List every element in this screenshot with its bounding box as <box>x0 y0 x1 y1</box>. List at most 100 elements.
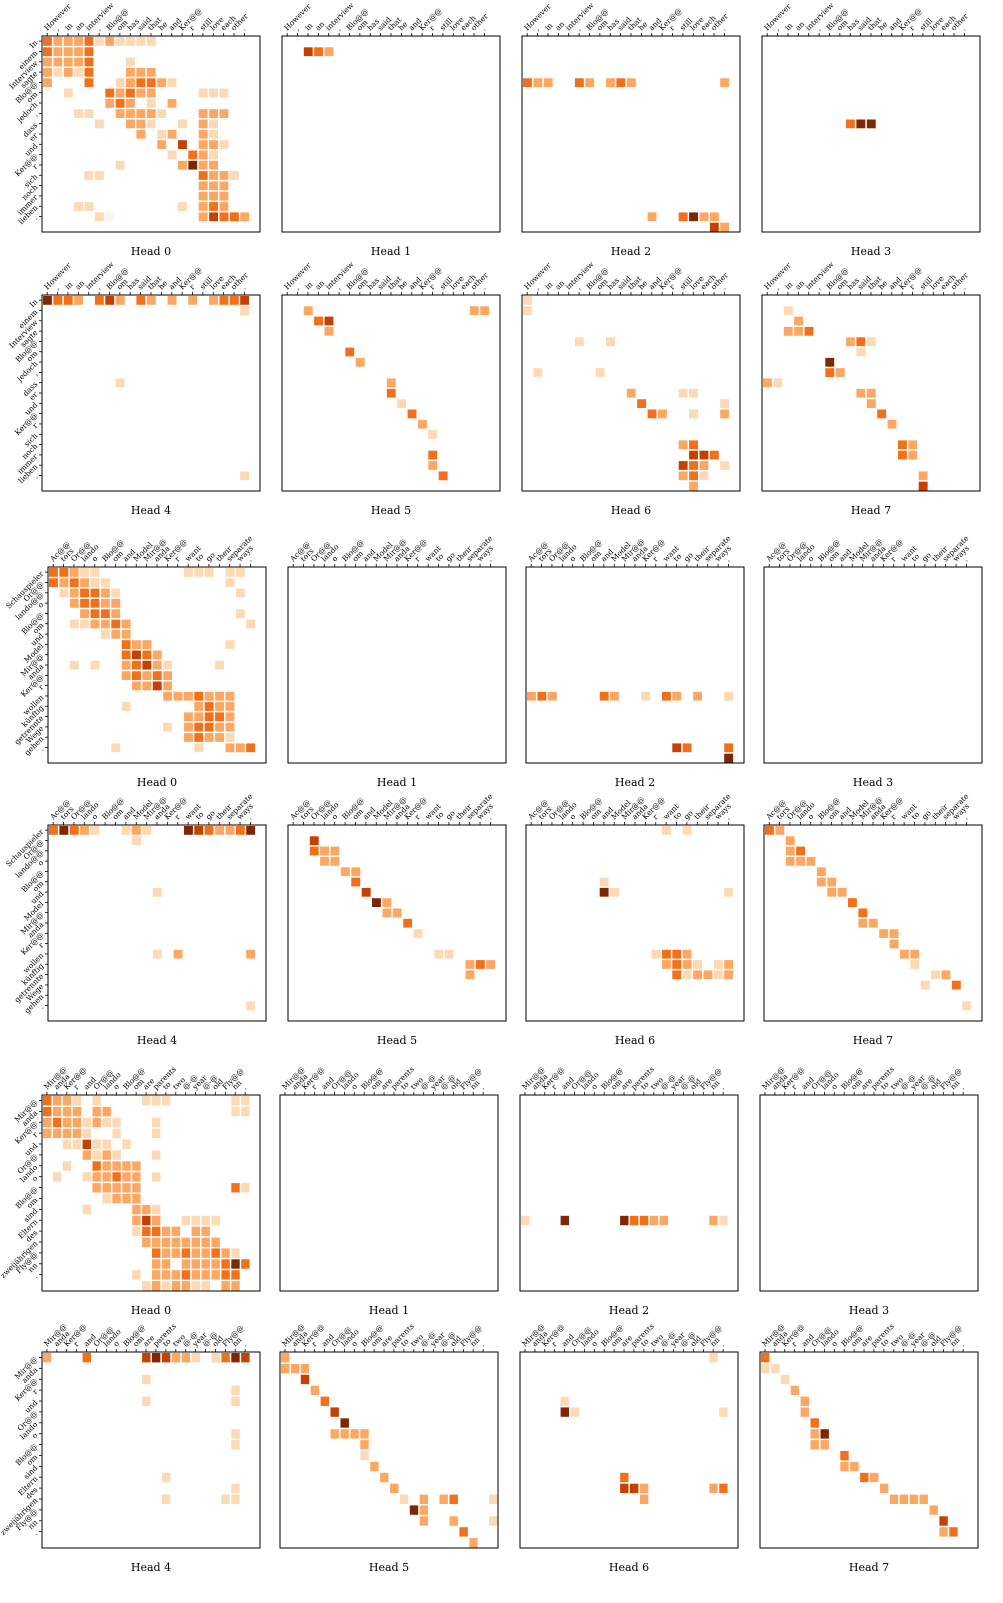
heatmap-cell <box>560 1396 569 1406</box>
heatmap-cell <box>132 660 141 670</box>
heatmap-cell <box>161 1096 171 1106</box>
heatmap-cell <box>152 681 162 691</box>
heatmap-cell <box>816 877 826 887</box>
heatmap-cell <box>459 1527 468 1537</box>
heatmap-cell <box>161 1270 171 1280</box>
heatmap-cell <box>72 1106 82 1117</box>
heatmap-cell <box>146 119 156 129</box>
heatmap-cell <box>74 296 83 305</box>
heatmap-cell <box>219 191 229 201</box>
heatmap-cell <box>191 1237 200 1247</box>
heatmap-cell <box>171 1226 181 1237</box>
heatmap-cell <box>112 1150 121 1160</box>
y-tick-label: . <box>37 1003 45 1011</box>
x-tick-label: . <box>718 1083 726 1091</box>
heatmap-cell <box>74 47 83 57</box>
heatmap-cell <box>198 109 208 118</box>
heatmap-cell <box>52 1117 62 1128</box>
heatmap-cell <box>201 1226 210 1237</box>
heatmap-cell <box>184 733 193 742</box>
heatmap-cell <box>246 949 256 959</box>
heatmap-cell <box>428 450 438 460</box>
heatmap-cell <box>775 826 785 835</box>
heatmap-cell <box>221 1353 230 1363</box>
heatmap-cell <box>163 691 173 701</box>
heatmap-cell <box>198 129 208 139</box>
heatmap-cell <box>699 450 709 460</box>
heatmap-cell <box>360 1440 369 1450</box>
x-tick-label: in <box>303 280 315 292</box>
heatmap-cell <box>194 712 204 722</box>
heatmap-cell <box>198 171 208 180</box>
y-tick-label: r <box>37 940 46 949</box>
plot-frame <box>41 1094 261 1292</box>
plot-frame <box>519 1351 739 1549</box>
heatmap-cell <box>49 568 58 577</box>
heatmap-cell <box>43 1096 52 1106</box>
heatmap-cell <box>92 1106 101 1117</box>
heatmap-cell <box>810 1429 819 1439</box>
heatmap-cell <box>80 588 89 598</box>
x-tick-label: , <box>334 24 342 32</box>
heatmap-cell <box>152 1237 161 1247</box>
heatmap-cell <box>59 826 69 835</box>
heatmap-cell <box>161 1353 171 1363</box>
heatmap-cell <box>662 960 671 969</box>
x-tick-label: r <box>889 812 898 821</box>
heatmap-cell <box>790 1385 800 1396</box>
heatmap-cell <box>126 98 135 108</box>
heatmap-cell <box>152 1172 161 1182</box>
heatmap-cell <box>115 98 125 108</box>
x-tick-label: r <box>173 554 182 563</box>
heatmap-cell <box>90 598 100 608</box>
y-tick-label: In <box>28 297 40 309</box>
x-tick-label: r <box>428 23 437 32</box>
heatmap-cell <box>908 440 918 450</box>
x-tick-label: , <box>574 283 582 291</box>
heatmap-cell <box>146 88 156 98</box>
heatmap-cell <box>62 1117 72 1128</box>
heatmap-cell <box>209 88 218 98</box>
heatmap-cell <box>122 1183 131 1193</box>
heatmap-cell <box>910 949 920 959</box>
y-tick-label: o <box>30 1173 40 1183</box>
heatmap-cell <box>761 1363 770 1374</box>
heatmap-cell <box>198 160 208 170</box>
heatmap-cell <box>229 296 239 305</box>
heatmap-cell <box>136 119 146 129</box>
heatmap-cell <box>303 47 313 57</box>
heatmap-cell <box>724 743 734 753</box>
heatmap-cell <box>115 378 125 388</box>
heatmap-cell <box>132 1270 141 1280</box>
heatmap-cell <box>181 1353 191 1363</box>
heatmap-cell <box>235 588 245 598</box>
heatmap-cell <box>620 1483 629 1494</box>
heatmap-cell <box>136 129 146 139</box>
heatmap-cell <box>486 960 496 969</box>
heatmap-cell <box>53 37 63 46</box>
plot-frame <box>763 566 983 764</box>
heatmap-cell <box>231 1248 240 1258</box>
plot-frame <box>519 1094 739 1292</box>
heatmap-cell <box>672 949 682 959</box>
heatmap-cell <box>163 722 173 732</box>
x-tick-label: . <box>723 813 731 821</box>
heatmap-cell <box>599 887 609 897</box>
heatmap-cell <box>889 1494 899 1504</box>
heatmap-cell <box>630 1483 639 1494</box>
heatmap-cell <box>102 1172 111 1182</box>
heatmap-cell <box>889 939 899 949</box>
head-label: Head 1 <box>369 1304 409 1317</box>
heatmap-cell <box>765 826 774 835</box>
plot-frame <box>759 1094 979 1292</box>
heatmap-cell <box>351 867 361 877</box>
heatmap-cell <box>523 78 532 88</box>
heatmap-cell <box>152 1128 161 1139</box>
head-label: Head 5 <box>371 504 411 517</box>
heatmap-cell <box>201 1248 210 1258</box>
